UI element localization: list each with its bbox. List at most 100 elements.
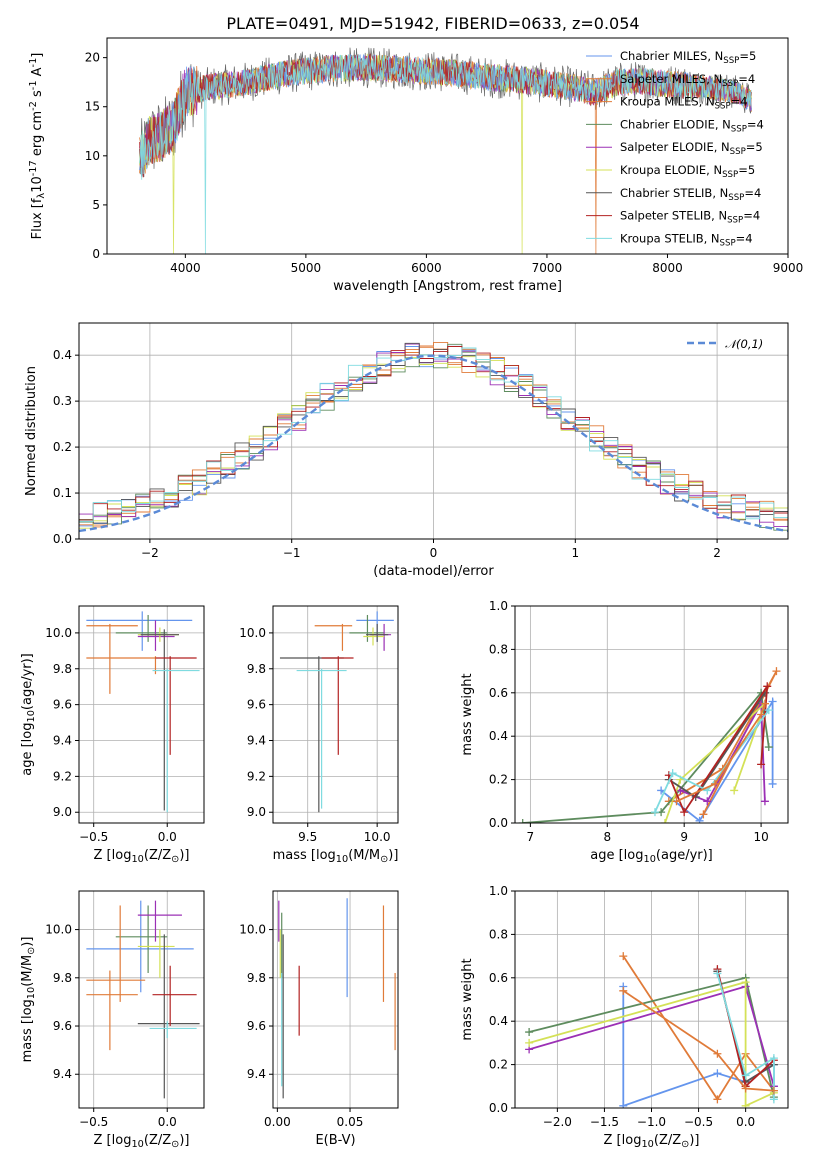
x-tick-label: 0 [430, 546, 438, 560]
series-marker [650, 808, 659, 817]
legend-entry: Kroupa MILES, NSSP​=4 [620, 95, 748, 112]
y-tick-label: 0.2 [489, 1058, 508, 1072]
y-tick-label: 0.0 [53, 532, 72, 546]
chart-residuals: −2 −1 0 1 2 0.0 0.1 0.2 0.3 0.4 (data-model)/error… [24, 322, 789, 579]
y-tick-label: 9.4 [53, 734, 72, 748]
plot-area [86, 611, 200, 813]
x-tick-label: −0.5 [79, 1115, 108, 1129]
y-axis-label: mass [log10​(M/M⊙​)] [20, 937, 37, 1063]
plot-frame [78, 322, 789, 540]
y-tick-label: 10.0 [239, 923, 266, 937]
x-tick-label: −0.5 [684, 1115, 713, 1129]
y-tick-label: 9.6 [53, 698, 72, 712]
series-marker [619, 986, 628, 995]
y-axis-label: mass weight [460, 673, 475, 755]
x-axis-label: E(B-V) [315, 1133, 355, 1148]
x-tick-label: 2 [713, 546, 721, 560]
plot-frame [272, 605, 399, 824]
series-marker [713, 1095, 722, 1104]
plot-frame [514, 605, 789, 824]
series-marker [763, 682, 772, 691]
x-tick-label: 10 [753, 830, 768, 844]
plot-area [525, 952, 778, 1108]
x-tick-label: 4000 [170, 261, 201, 275]
series-marker [619, 1101, 628, 1108]
y-tick-label: 9.8 [247, 971, 266, 985]
y-tick-label: 9.8 [247, 662, 266, 676]
series-marker [525, 1028, 534, 1037]
y-tick-label: 0.4 [489, 1014, 508, 1028]
chart-weight-vs-age: 7 8 9 10 0.0 0.2 0.4 0.6 0.8 1.0 age [log10​(age/y… [460, 599, 789, 865]
plot-frame [106, 37, 789, 255]
x-tick-label: 10.0 [364, 830, 391, 844]
x-tick-label: 0.00 [264, 1115, 291, 1129]
y-tick-label: 10.0 [45, 626, 72, 640]
y-tick-label: 15 [85, 100, 100, 114]
normal-curve [79, 354, 788, 533]
series-marker [768, 779, 777, 788]
series-marker [741, 978, 750, 987]
series-marker [703, 797, 712, 806]
spectrum-line-8 [139, 53, 752, 254]
plot-area [278, 898, 396, 1099]
x-tick-label: 0.0 [736, 1115, 755, 1129]
series-marker [741, 1101, 750, 1108]
series-marker [760, 797, 769, 806]
series-marker [680, 808, 689, 817]
series-marker [713, 1049, 722, 1058]
y-tick-label: 0.8 [489, 927, 508, 941]
series-marker [660, 819, 669, 823]
x-tick-label: 8 [603, 830, 611, 844]
y-tick-label: 9.2 [247, 769, 266, 783]
series-marker [699, 810, 708, 819]
series-marker [695, 816, 704, 823]
chart-age-vs-mass: 9.5 10.0 9.0 9.2 9.4 9.6 9.8 10.0 mass [log10​(M… [239, 605, 399, 865]
x-axis-label: (data-model)/error [373, 564, 494, 579]
legend-entry: Salpeter MILES, NSSP​=4 [620, 72, 755, 89]
x-tick-label: 9 [680, 830, 688, 844]
x-axis-label: Z [log10​(Z/Z⊙​)] [94, 848, 190, 865]
y-tick-label: 9.6 [53, 1019, 72, 1033]
y-tick-label: 1.0 [489, 599, 508, 613]
x-tick-label: 0.05 [337, 1115, 364, 1129]
chart-mass-vs-z: −0.5 0.0 9.4 9.6 9.8 10.0 Z [log10​(Z/Z⊙​)] mas… [20, 890, 205, 1150]
plot-area [279, 611, 394, 813]
y-tick-label: 9.0 [53, 805, 72, 819]
plot-area [139, 47, 752, 254]
y-axis-label: mass weight [460, 958, 475, 1040]
x-tick-label: −1 [283, 546, 301, 560]
x-tick-label: 6000 [411, 261, 442, 275]
x-tick-label: 5000 [291, 261, 322, 275]
series-marker [764, 706, 773, 715]
y-tick-label: 9.4 [247, 734, 266, 748]
series-marker [772, 667, 781, 676]
series-marker [769, 1054, 778, 1063]
series-marker [619, 952, 628, 961]
plot-frame [514, 890, 789, 1109]
plot-frame [78, 605, 205, 824]
y-tick-label: 0.0 [489, 1101, 508, 1115]
y-tick-label: 9.4 [53, 1067, 72, 1081]
series-line [676, 703, 766, 803]
series-line [667, 685, 769, 815]
y-tick-label: 0.1 [53, 486, 72, 500]
y-tick-label: 0 [92, 247, 100, 261]
legend-entry: Kroupa ELODIE, NSSP​=5 [620, 163, 755, 180]
series-marker [730, 786, 739, 795]
y-tick-label: 9.8 [53, 662, 72, 676]
y-tick-label: 10.0 [239, 626, 266, 640]
y-tick-label: 0.6 [489, 971, 508, 985]
y-axis-label: Flux [fλ​10-17​ erg cm-2​ s-1​ A-1​] [28, 53, 47, 240]
x-tick-label: 9.5 [298, 830, 317, 844]
series-marker [713, 969, 722, 978]
series-marker [668, 769, 677, 778]
y-tick-label: 5 [92, 198, 100, 212]
y-tick-label: 0.4 [489, 729, 508, 743]
x-axis-label: age [log10​(age/yr)] [590, 848, 713, 865]
y-tick-label: 0.4 [53, 348, 72, 362]
y-axis-label: age [log10​(age/yr)] [20, 653, 37, 776]
series-marker [768, 697, 777, 706]
legend-entry: Salpeter STELIB, NSSP​=4 [620, 209, 760, 226]
y-tick-label: 10 [85, 149, 100, 163]
y-tick-label: 0.0 [489, 816, 508, 830]
